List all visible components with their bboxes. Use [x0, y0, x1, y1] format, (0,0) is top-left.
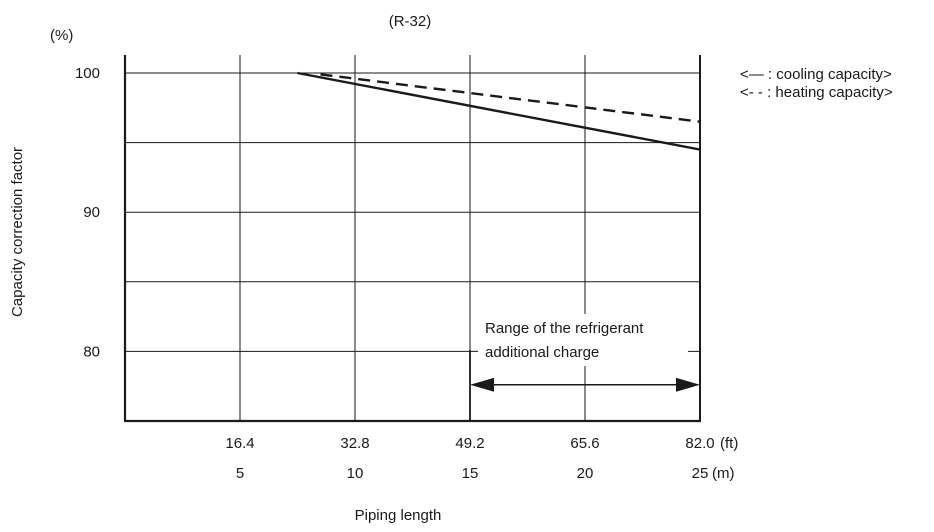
range-arrow — [469, 350, 700, 421]
y-axis-unit: (%) — [50, 27, 73, 44]
y-axis-label: Capacity correction factor — [9, 147, 26, 317]
x-tick-label-m: 10 — [347, 465, 364, 482]
chart-title: (R-32) — [389, 13, 432, 30]
x-unit-ft: (ft) — [720, 435, 738, 452]
vertical-gridlines — [239, 55, 586, 421]
y-tick-label: 90 — [83, 204, 100, 221]
x-tick-label-ft: 32.8 — [340, 435, 369, 452]
x-tick-label-ft: 65.6 — [570, 435, 599, 452]
x-tick-label-m: 5 — [236, 465, 244, 482]
y-tick-labels: 100 90 80 — [75, 65, 100, 360]
range-arrowhead-left — [470, 377, 494, 392]
x-tick-label-m: 20 — [577, 465, 594, 482]
horizontal-gridlines — [125, 72, 700, 352]
x-tick-label-ft: 16.4 — [225, 435, 254, 452]
x-tick-label-m: 15 — [462, 465, 479, 482]
y-tick-label: 100 — [75, 65, 100, 82]
y-tick-label: 80 — [83, 343, 100, 360]
x-tick-label-ft: 49.2 — [455, 435, 484, 452]
x-tick-label-m: 25 — [692, 465, 709, 482]
series-layer — [297, 71, 701, 151]
annotation-background — [478, 314, 688, 366]
x-tick-labels: 16.4 5 32.8 10 49.2 15 65.6 20 82.0 25 — [225, 435, 714, 482]
series-line-cooling — [297, 71, 701, 151]
x-unit-m: (m) — [712, 465, 735, 482]
series-line-heating — [320, 73, 701, 123]
x-tick-label-ft: 82.0 — [685, 435, 714, 452]
legend-cooling: <— : cooling capacity> — [740, 66, 892, 83]
annotation-line1: Range of the refrigerant — [485, 320, 644, 337]
annotation-line2: additional charge — [485, 344, 599, 361]
x-axis-label: Piping length — [355, 507, 442, 524]
range-arrowhead-right — [676, 377, 700, 392]
legend-heating: <- - : heating capacity> — [740, 84, 893, 101]
